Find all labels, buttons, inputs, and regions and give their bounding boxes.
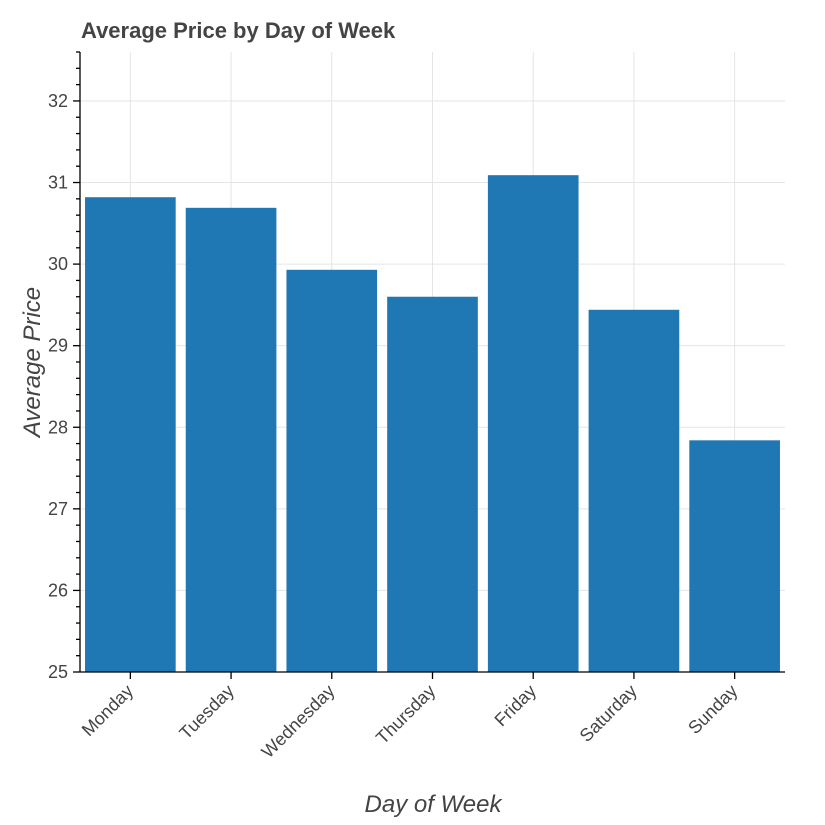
bar-sunday [689, 440, 780, 672]
y-tick-label: 31 [48, 173, 68, 193]
y-tick-label: 27 [48, 499, 68, 519]
y-tick-label: 28 [48, 417, 68, 437]
x-tick-label: Wednesday [257, 681, 338, 762]
chart-title: Average Price by Day of Week [81, 18, 396, 43]
bar-thursday [387, 296, 478, 672]
x-tick-label: Tuesday [175, 681, 237, 743]
bar-tuesday [185, 207, 277, 672]
x-tick-label: Thursday [372, 681, 439, 748]
x-tick-label: Monday [78, 681, 137, 740]
y-axis-label: Average Price [19, 287, 46, 439]
y-tick-label: 26 [48, 580, 68, 600]
x-tick-label: Sunday [684, 681, 741, 738]
bar-friday [487, 175, 579, 672]
x-tick-label: Friday [491, 681, 541, 731]
x-tick-label: Saturday [576, 681, 641, 746]
y-tick-label: 29 [48, 336, 68, 356]
bar-monday [85, 197, 176, 673]
bars [85, 175, 780, 673]
y-tick-label: 32 [48, 91, 68, 111]
bar-saturday [588, 309, 680, 672]
bar-wednesday [286, 269, 378, 672]
y-tick-label: 25 [48, 662, 68, 682]
y-tick-label: 30 [48, 254, 68, 274]
x-axis-label: Day of Week [365, 791, 504, 818]
